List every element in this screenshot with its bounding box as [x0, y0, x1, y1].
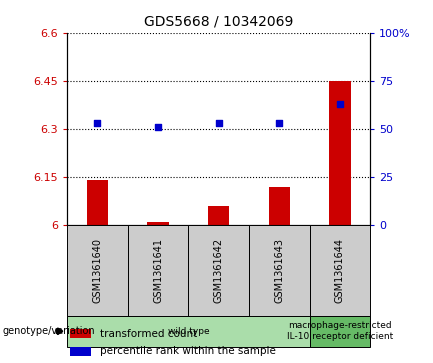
- Bar: [67, 316, 310, 347]
- Text: GSM1361644: GSM1361644: [335, 238, 345, 303]
- Bar: [87, 180, 108, 225]
- Bar: [70, 347, 91, 356]
- Bar: [329, 81, 350, 225]
- Text: genotype/variation: genotype/variation: [2, 326, 95, 336]
- Text: percentile rank within the sample: percentile rank within the sample: [100, 346, 276, 356]
- Point: [276, 120, 283, 126]
- Bar: [128, 225, 188, 316]
- Point: [155, 124, 162, 130]
- Text: macrophage-restricted
IL-10 receptor deficient: macrophage-restricted IL-10 receptor def…: [287, 321, 393, 341]
- Point: [94, 120, 101, 126]
- Point: [336, 101, 343, 107]
- Text: GSM1361643: GSM1361643: [274, 238, 284, 303]
- Text: transformed count: transformed count: [100, 329, 198, 339]
- Text: GSM1361640: GSM1361640: [92, 238, 103, 303]
- Title: GDS5668 / 10342069: GDS5668 / 10342069: [144, 15, 293, 29]
- Bar: [147, 222, 168, 225]
- Bar: [310, 316, 370, 347]
- Text: GSM1361642: GSM1361642: [213, 238, 224, 303]
- Bar: [188, 225, 249, 316]
- Point: [215, 120, 222, 126]
- Bar: [249, 225, 310, 316]
- Bar: [67, 225, 128, 316]
- Text: wild type: wild type: [168, 327, 209, 336]
- Bar: [208, 206, 229, 225]
- Bar: [70, 329, 91, 338]
- Bar: [268, 187, 290, 225]
- Text: GSM1361641: GSM1361641: [153, 238, 163, 303]
- Bar: [310, 225, 370, 316]
